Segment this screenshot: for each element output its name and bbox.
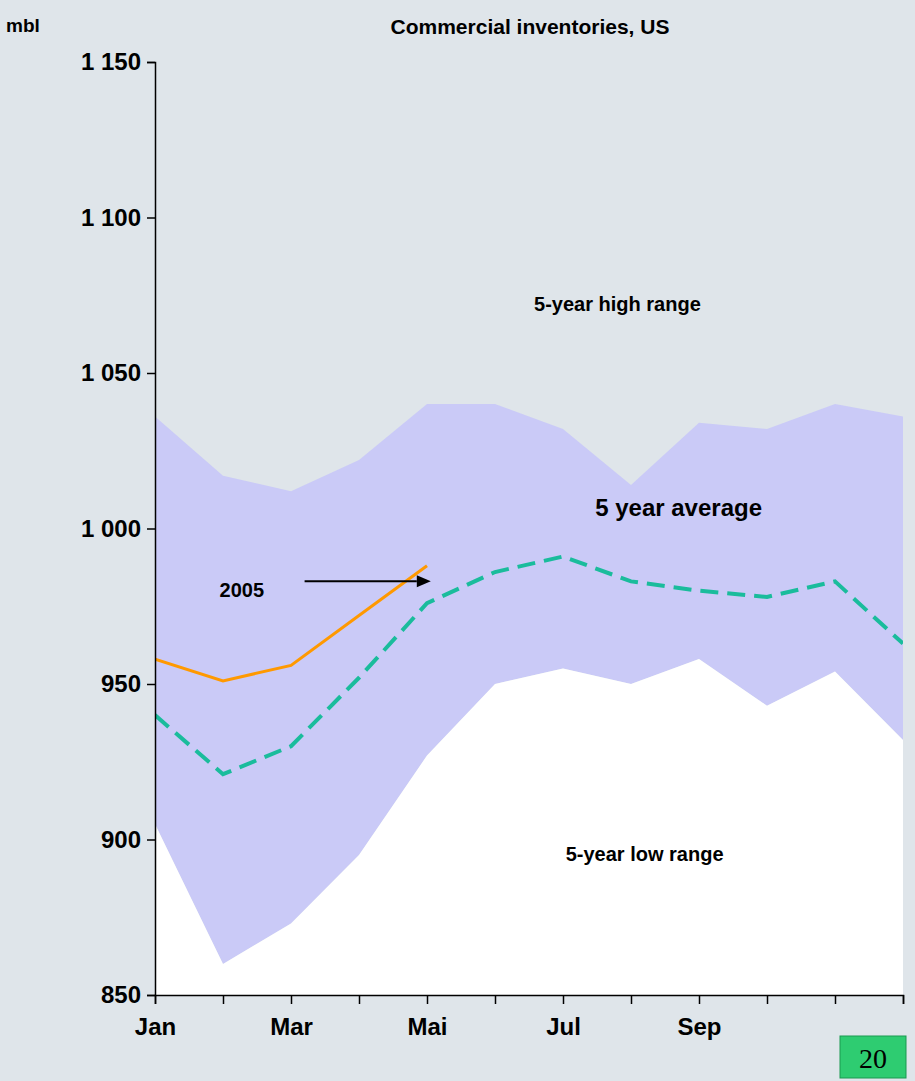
x-tick-mark [291,995,293,1004]
x-tick-label: Jan [135,1013,176,1040]
x-tick [903,995,904,1004]
x-tick-mark [495,995,497,1004]
x-tick-mark [563,995,565,1004]
x-tick [495,995,496,1004]
y-tick-mark [147,373,155,375]
y-tick-mark [147,684,155,686]
y-tick: 1 150 [81,48,155,75]
x-tick-label: Jul [546,1013,581,1040]
x-tick-mark [631,995,633,1004]
y-tick-label: 1 000 [81,515,141,542]
y-tick-mark [147,62,155,64]
area-1 [155,659,903,995]
x-tick [767,995,768,1004]
y-tick: 950 [101,670,155,697]
x-tick-mark [155,995,157,1004]
y-tick-mark [147,995,155,997]
x-tick [223,995,224,1004]
plot-marks [155,404,903,995]
x-tick-label: Sep [677,1013,721,1040]
series-label: 5-year low range [566,843,724,865]
series-label: 5 year average [595,494,762,521]
x-tick-label: Mar [270,1013,313,1040]
background [0,0,915,1081]
x-tick-mark [903,995,905,1004]
y-axis-line [147,63,156,996]
x-tick-mark [359,995,361,1004]
y-axis-title: mbl [6,15,40,36]
title: Commercial inventories, US [391,15,670,38]
label-arrow [305,580,417,582]
y-axis: 850 900 950 1 000 1 050 1 100 1 150 [81,48,156,1008]
y-tick-mark [147,839,155,841]
x-tick-mark [835,995,837,1004]
x-tick: Mai [407,995,447,1040]
x-tick-mark [767,995,769,1004]
y-tick-label: 900 [101,826,141,853]
page-number-box [840,1036,906,1078]
x-tick-label: Mai [407,1013,447,1040]
label-arrow-head [417,575,431,587]
x-tick: Mar [270,995,313,1040]
y-tick-mark [147,528,155,530]
y-tick-label: 850 [101,981,141,1008]
x-tick-mark [223,995,225,1004]
x-tick: Jul [546,995,581,1040]
y-tick-label: 1 150 [81,48,141,75]
y-tick-mark [147,217,155,219]
y-tick: 1 000 [81,515,155,542]
x-tick [835,995,836,1004]
x-tick-mark [427,995,429,1004]
y-tick-label: 1 100 [81,204,141,231]
x-axis-line [156,996,904,1005]
y-tick-label: 1 050 [81,359,141,386]
x-tick: Sep [677,995,721,1040]
series-label: 5-year high range [534,293,701,315]
x-tick [359,995,360,1004]
y-tick: 1 100 [81,204,155,231]
x-axis: Jan Mar Mai Jul Sep [135,995,904,1040]
y-tick: 900 [101,826,155,853]
line-2 [155,556,903,774]
chart: 850 900 950 1 000 1 050 1 100 1 150 Jan Mar Mai Ju… [0,0,915,1081]
x-tick: Jan [135,995,176,1040]
line-3 [155,566,427,681]
x-tick-mark [699,995,701,1004]
y-tick-label: 950 [101,670,141,697]
y-tick: 1 050 [81,359,155,386]
series-label: 2005 [220,579,265,601]
page-number: 20 [859,1043,887,1074]
y-tick: 850 [101,981,155,1008]
x-tick [631,995,632,1004]
